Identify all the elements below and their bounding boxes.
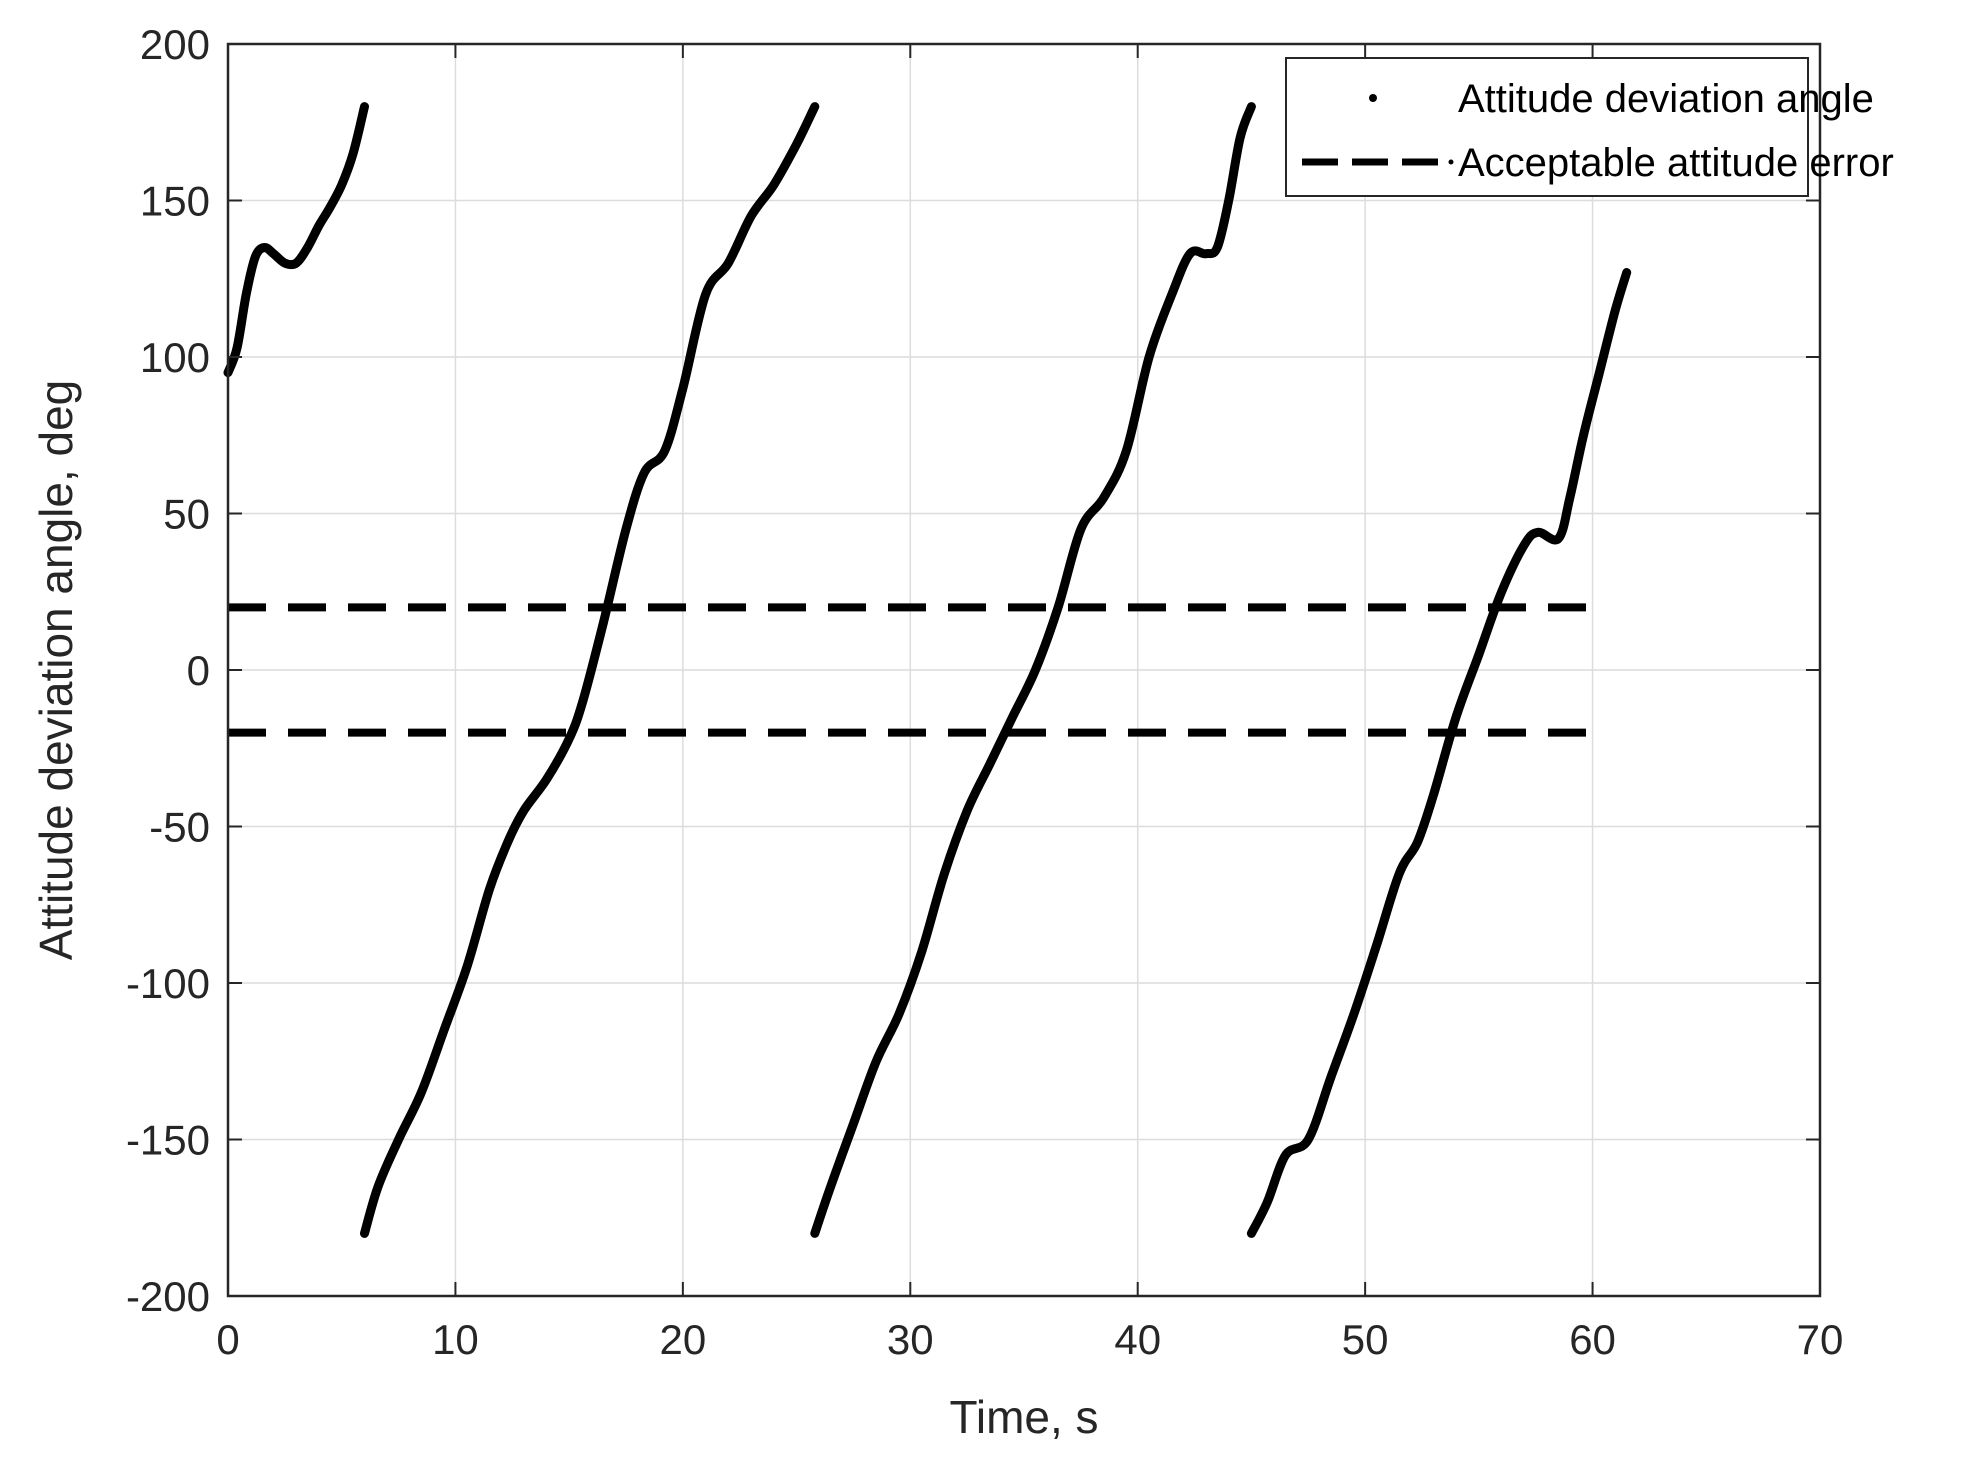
x-tick-label: 0 <box>216 1316 239 1363</box>
x-tick-label: 70 <box>1797 1316 1844 1363</box>
x-tick-label: 40 <box>1114 1316 1161 1363</box>
attitude-deviation-curve <box>223 102 369 378</box>
y-tick-label: 200 <box>140 21 210 68</box>
x-tick-label: 50 <box>1342 1316 1389 1363</box>
y-tick-label: 0 <box>187 647 210 694</box>
y-tick-label: 50 <box>163 491 210 538</box>
x-tick-label: 60 <box>1569 1316 1616 1363</box>
x-axis-label: Time, s <box>949 1391 1098 1443</box>
legend-box <box>1285 57 1809 197</box>
legend: Attitude deviation angle Acceptable atti… <box>1285 57 1894 197</box>
legend-marker-attitude-deviation <box>1369 94 1377 102</box>
x-tick-label: 10 <box>432 1316 479 1363</box>
axis-ticks: 0 10 20 30 40 50 60 70 200 150 100 50 0 -50 -100 -150 -2… <box>126 21 1843 1363</box>
legend-label-acceptable-error: Acceptable attitude error <box>1458 141 1894 185</box>
attitude-deviation-curve <box>360 102 820 1238</box>
y-tick-label: -200 <box>126 1273 210 1320</box>
y-tick-label: 100 <box>140 334 210 381</box>
attitude-deviation-curve <box>810 102 1256 1238</box>
y-tick-label: -150 <box>126 1117 210 1164</box>
x-tick-label: 30 <box>887 1316 934 1363</box>
y-tick-label: -50 <box>149 804 210 851</box>
x-tick-label: 20 <box>659 1316 706 1363</box>
y-axis-label: Attitude deviation angle, deg <box>30 380 82 961</box>
legend-label-attitude-deviation: Attitude deviation angle <box>1458 77 1874 121</box>
attitude-deviation-curve <box>1246 268 1632 1238</box>
series-layer <box>223 102 1632 1238</box>
legend-dot-acceptable-error <box>1448 159 1454 165</box>
y-tick-label: 150 <box>140 178 210 225</box>
y-tick-label: -100 <box>126 960 210 1007</box>
